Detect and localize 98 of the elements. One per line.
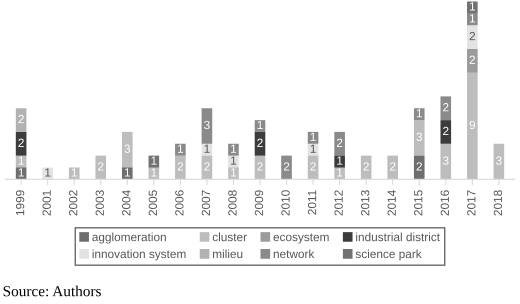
data-label: 2 xyxy=(443,126,448,135)
data-label: 1 xyxy=(231,156,236,165)
bar xyxy=(228,168,239,180)
data-label: 3 xyxy=(204,120,210,130)
data-label: 2 xyxy=(363,162,369,171)
bar xyxy=(95,156,106,180)
data-label: 2 xyxy=(178,162,184,171)
data-label: 2 xyxy=(310,162,316,171)
data-label: 2 xyxy=(443,103,448,112)
data-label: 3 xyxy=(124,144,130,153)
x-tick-label: 2009 xyxy=(254,190,264,216)
bar xyxy=(16,132,26,156)
legend-label: science park xyxy=(356,249,422,260)
x-tick-label: 2010 xyxy=(281,190,290,216)
data-label: 1 xyxy=(45,168,50,176)
bar xyxy=(467,25,478,49)
x-tick-label: 2011 xyxy=(308,190,316,215)
bar xyxy=(414,108,425,120)
data-label: 1 xyxy=(72,168,77,176)
bar xyxy=(334,132,345,156)
x-tick-label: 2008 xyxy=(228,190,237,216)
bar xyxy=(202,108,212,144)
bar xyxy=(440,96,452,120)
data-label: 2 xyxy=(98,162,104,171)
x-tick-label: 1999 xyxy=(16,190,24,216)
bar xyxy=(360,156,372,180)
x-tick-label: 2005 xyxy=(148,190,157,216)
x-tick-label: 2007 xyxy=(202,190,210,216)
data-label: 2 xyxy=(336,138,342,147)
data-label: 1 xyxy=(151,168,157,176)
data-label: 1 xyxy=(178,144,184,153)
data-label: 2 xyxy=(18,138,24,147)
bar xyxy=(254,156,266,180)
x-tick-label: 2016 xyxy=(440,190,449,216)
bar xyxy=(228,156,239,168)
x-tick-label: 2006 xyxy=(175,190,184,216)
bar xyxy=(440,144,452,180)
bar xyxy=(122,132,133,168)
legend-label: milieu xyxy=(213,249,242,258)
x-tick-label: 2004 xyxy=(122,190,130,216)
bar xyxy=(467,48,478,73)
x-tick-label: 2003 xyxy=(96,190,104,216)
bar xyxy=(467,72,478,180)
legend-label: agglomeration xyxy=(92,232,166,244)
data-label: 2 xyxy=(204,162,210,171)
bar xyxy=(254,132,266,156)
bar xyxy=(281,156,292,180)
legend-label: cluster xyxy=(212,232,247,242)
data-label: 2 xyxy=(470,56,476,64)
data-label: 2 xyxy=(390,162,396,171)
source-note: Source: Authors xyxy=(4,286,101,296)
legend-label: innovation system xyxy=(92,249,186,260)
data-label: 9 xyxy=(470,120,476,130)
x-tick-label: 2001 xyxy=(42,190,51,216)
data-label: 3 xyxy=(442,156,449,165)
x-tick-label: 2012 xyxy=(334,190,343,216)
legend-label: network xyxy=(274,249,314,258)
data-label: 1 xyxy=(337,168,342,176)
legend-label: ecosystem xyxy=(273,233,329,244)
data-label: 2 xyxy=(18,114,24,124)
data-label: 2 xyxy=(257,138,263,147)
bar xyxy=(440,120,452,144)
legend-label: industrial district xyxy=(356,232,440,242)
bar xyxy=(494,144,504,180)
data-label: 1 xyxy=(151,156,157,165)
data-label: 3 xyxy=(416,132,422,142)
x-tick-label: 2018 xyxy=(494,190,502,216)
data-label: 1 xyxy=(258,120,263,130)
data-label: 3 xyxy=(496,156,502,165)
bar xyxy=(414,120,425,156)
data-label: 1 xyxy=(231,168,236,176)
data-label: 1 xyxy=(310,144,316,153)
data-label: 1 xyxy=(18,168,24,176)
x-tick-label: 2013 xyxy=(360,190,370,216)
data-label: 2 xyxy=(470,32,476,40)
data-label: 1 xyxy=(470,2,476,10)
x-tick-label: 2015 xyxy=(414,190,422,216)
x-tick-label: 2002 xyxy=(69,190,78,216)
data-label: 2 xyxy=(284,162,290,171)
data-label: 1 xyxy=(18,156,24,165)
bar xyxy=(202,156,212,180)
data-label: 1 xyxy=(416,109,422,118)
bar xyxy=(254,120,266,132)
bar xyxy=(308,156,318,180)
data-label: 1 xyxy=(337,156,342,165)
data-label: 1 xyxy=(204,144,210,153)
data-label: 1 xyxy=(470,14,476,22)
x-tick-label: 2014 xyxy=(388,190,396,216)
data-label: 2 xyxy=(416,162,422,171)
bar xyxy=(414,156,425,180)
data-label: 1 xyxy=(231,144,236,153)
bar xyxy=(387,156,398,180)
data-label: 1 xyxy=(124,168,130,176)
bar xyxy=(16,108,26,132)
data-label: 1 xyxy=(310,132,316,141)
x-tick-label: 2017 xyxy=(467,190,476,216)
data-label: 2 xyxy=(257,162,263,171)
bar xyxy=(175,156,186,180)
